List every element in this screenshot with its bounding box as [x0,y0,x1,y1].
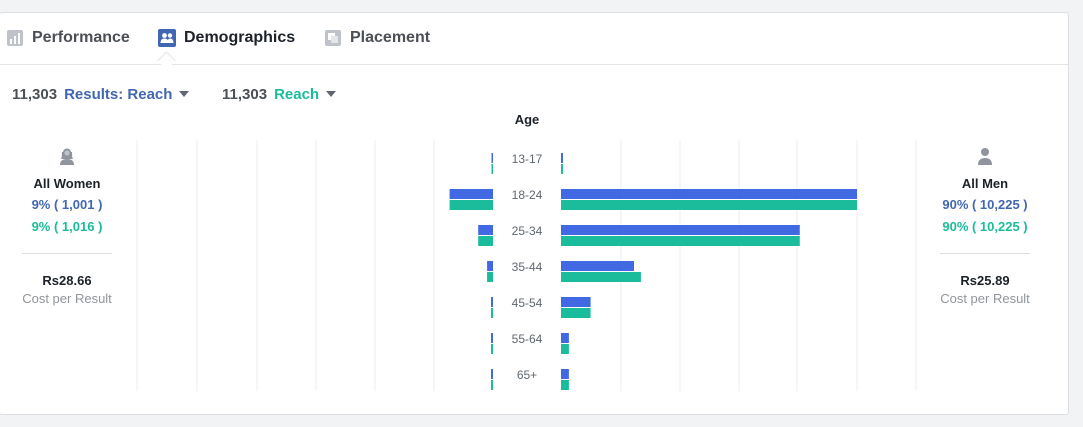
age-label-13-17: 13-17 [512,152,543,166]
chevron-down-icon [326,91,337,97]
men-cost: Rs25.89 [960,273,1010,288]
men-results-pct: 90% ( 10,225 ) [942,197,1028,212]
bar-women-reach-18-24 [449,200,493,210]
bar-women-reach-65+ [491,380,493,390]
tab-performance-label: Performance [32,29,130,46]
bar-men-reach-35-44 [561,272,641,282]
bar-women-results-55-64 [491,333,493,343]
bar-men-results-13-17 [561,153,563,163]
age-label-18-24: 18-24 [512,188,543,202]
bar-women-reach-25-34 [478,236,493,246]
tab-placement-label: Placement [350,29,431,46]
chevron-down-icon [179,91,190,97]
women-panel: All Women 9% ( 1,001 ) 9% ( 1,016 ) Rs28… [2,147,132,306]
men-divider [940,253,1030,254]
age-label-25-34: 25-34 [512,224,543,238]
woman-avatar-icon [2,147,132,165]
bar-men-results-45-54 [561,297,591,307]
bar-women-results-35-44 [487,261,493,271]
tab-demographics-label: Demographics [184,29,296,46]
summary-results: 11,303 Results: Reach [12,84,190,104]
bar-men-results-65+ [561,369,569,379]
bar-men-reach-55-64 [561,344,569,354]
women-label: All Women [33,176,101,191]
men-reach-pct: 90% ( 10,225 ) [942,219,1028,234]
reach-count: 11,303 [222,85,268,103]
age-gender-chart: Age 13-17 18-24 25-34 35-44 45-54 55-64 65+ [136,112,917,391]
women-cost: Rs28.66 [42,273,92,288]
bar-women-results-13-17 [491,153,493,163]
people-icon [158,29,176,47]
women-results-pct: 9% ( 1,001 ) [31,197,103,212]
tab-performance[interactable]: Performance [6,27,130,49]
chart-title: Age [515,112,540,127]
age-label-65+: 65+ [517,368,537,382]
age-label-45-54: 45-54 [512,296,543,310]
bar-men-reach-18-24 [561,200,857,210]
bar-men-reach-45-54 [561,308,591,318]
bar-women-reach-55-64 [491,344,493,354]
bar-women-reach-45-54 [491,308,493,318]
bar-women-results-18-24 [449,189,493,199]
men-cost-label: Cost per Result [940,291,1030,306]
reach-metric-label: Reach [274,85,320,103]
demographics-card: Performance Demographics Placement 11,30… [0,12,1069,415]
man-avatar-icon [920,147,1050,165]
tab-placement[interactable]: Placement [324,27,430,49]
tab-demographics[interactable]: Demographics [158,27,295,49]
bar-women-results-25-34 [478,225,493,235]
bar-women-reach-35-44 [487,272,493,282]
bar-chart-icon [6,29,24,47]
bar-men-reach-13-17 [561,164,563,174]
women-divider [22,253,112,254]
bar-men-results-25-34 [561,225,800,235]
reach-metric-dropdown[interactable]: Reach [274,85,337,103]
bar-men-results-18-24 [561,189,857,199]
summary-reach: 11,303 Reach [222,84,337,104]
placement-icon [324,29,342,47]
bar-women-results-45-54 [491,297,493,307]
results-metric-dropdown[interactable]: Results: Reach [64,85,190,103]
bar-men-reach-65+ [561,380,569,390]
results-metric-label: Results: Reach [64,85,173,103]
bar-women-results-65+ [491,369,493,379]
bar-women-reach-13-17 [491,164,493,174]
age-label-35-44: 35-44 [512,260,543,274]
men-panel: All Men 90% ( 10,225 ) 90% ( 10,225 ) Rs… [920,147,1050,306]
bar-men-reach-25-34 [561,236,800,246]
bar-men-results-35-44 [561,261,635,271]
tab-bar: Performance Demographics Placement [0,13,1068,70]
bar-men-results-55-64 [561,333,569,343]
age-label-55-64: 55-64 [512,332,543,346]
women-reach-pct: 9% ( 1,016 ) [31,219,103,234]
men-label: All Men [961,176,1009,191]
women-cost-label: Cost per Result [22,291,112,306]
results-count: 11,303 [12,85,58,103]
